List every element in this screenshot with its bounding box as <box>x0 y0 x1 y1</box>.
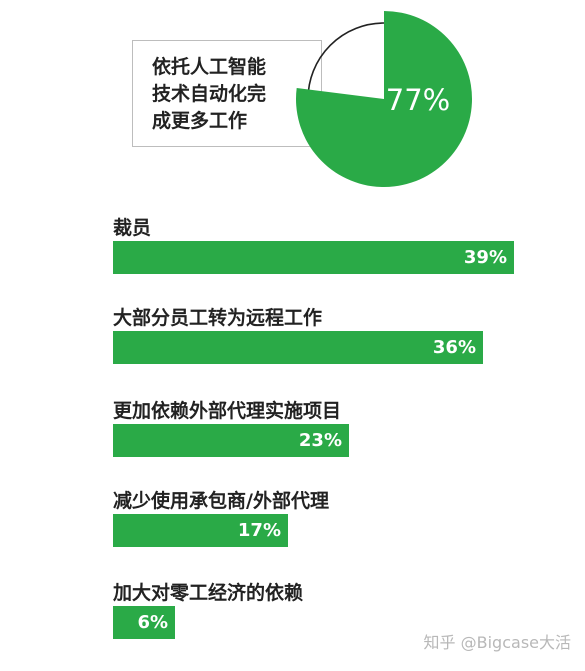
bar: 39% <box>113 241 514 274</box>
bar-category-label: 加大对零工经济的依赖 <box>113 582 304 604</box>
bar-category-label: 减少使用承包商/外部代理 <box>113 490 329 512</box>
bar-value-label: 36% <box>432 337 476 358</box>
bar-value-label: 23% <box>298 430 342 451</box>
bar: 23% <box>113 424 349 457</box>
callout-box <box>132 40 322 147</box>
callout-line: 依托人工智能 <box>152 56 267 78</box>
bar: 17% <box>113 514 288 547</box>
bar-category-label: 大部分员工转为远程工作 <box>113 307 323 329</box>
bar-value-label: 39% <box>463 247 507 268</box>
bar: 6% <box>113 606 175 639</box>
callout-line: 技术自动化完 <box>152 83 267 105</box>
callout-text: 依托人工智能 技术自动化完 成更多工作 <box>152 54 302 135</box>
bar: 36% <box>113 331 483 364</box>
pie-slice-main <box>296 11 472 188</box>
bar-value-label: 17% <box>237 520 281 541</box>
callout-line: 成更多工作 <box>152 110 248 132</box>
bar-category-label: 裁员 <box>113 217 152 239</box>
bar-category-label: 更加依赖外部代理实施项目 <box>113 400 342 422</box>
pie-chart: 77% <box>296 11 472 188</box>
pie-data-label: 77% <box>386 83 450 117</box>
watermark: 知乎 @Bigcase大活 <box>423 633 571 652</box>
bar-value-label: 6% <box>137 612 168 633</box>
